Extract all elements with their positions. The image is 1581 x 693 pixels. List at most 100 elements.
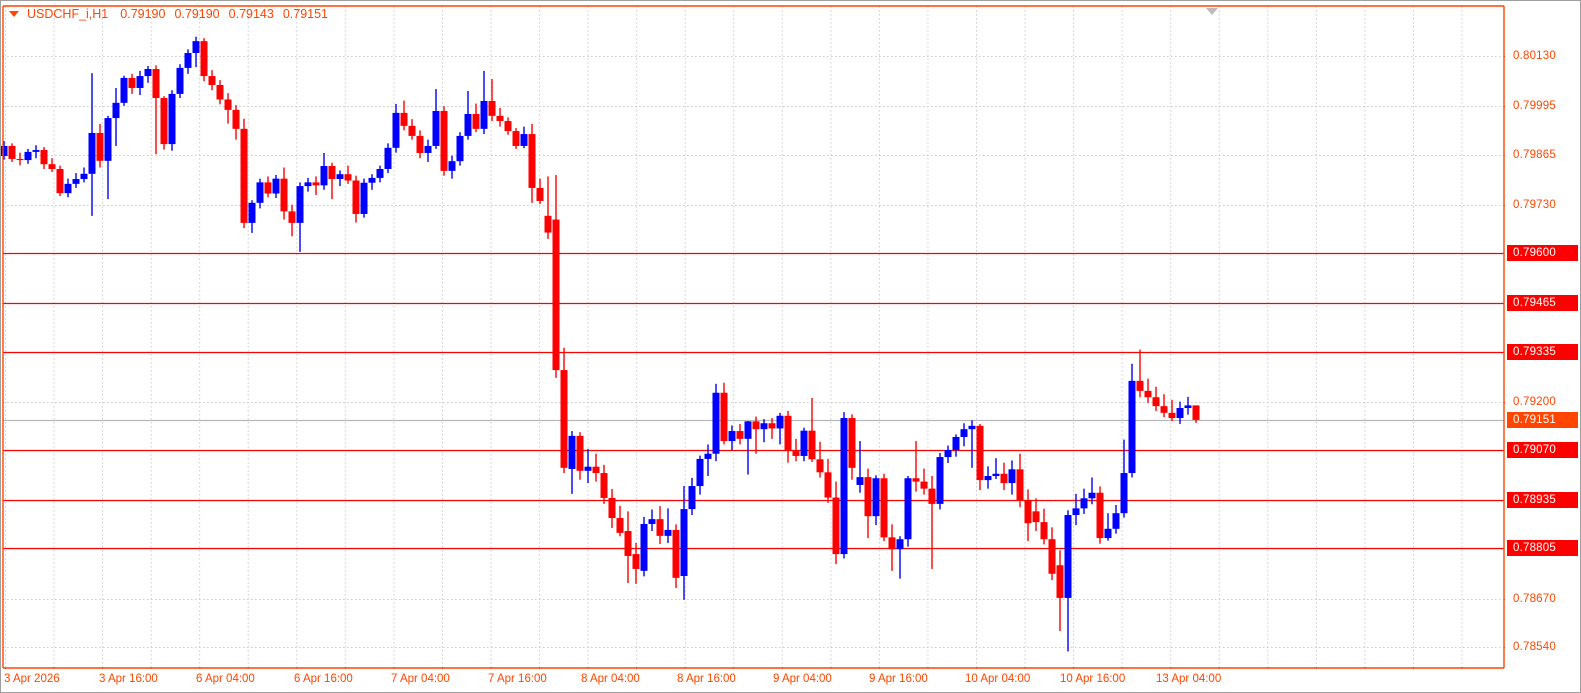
- candle: [384, 143, 392, 174]
- candle: [24, 148, 32, 164]
- candle: [776, 412, 784, 445]
- candle: [848, 414, 856, 480]
- candle: [968, 420, 976, 468]
- time-axis-label: 9 Apr 16:00: [869, 673, 928, 685]
- candle: [664, 508, 672, 543]
- candle: [392, 103, 400, 153]
- candle: [1184, 396, 1192, 415]
- chart-symbol-title: USDCHF_i,H1: [27, 7, 109, 21]
- candle: [1016, 453, 1024, 508]
- candle: [888, 524, 896, 571]
- candle: [192, 36, 200, 68]
- level-price-label: 0.79070: [1507, 442, 1578, 458]
- level-price-label: 0.79465: [1507, 295, 1578, 311]
- candle: [696, 455, 704, 495]
- candle: [216, 80, 224, 105]
- candle: [248, 200, 256, 233]
- candle: [720, 382, 728, 445]
- level-price-label: 0.79600: [1507, 245, 1578, 261]
- time-axis-label: 7 Apr 04:00: [391, 673, 450, 685]
- candle: [552, 174, 560, 378]
- candle: [528, 124, 536, 203]
- candle: [976, 423, 984, 491]
- time-axis[interactable]: 3 Apr 2026 3 Apr 16:00 6 Apr 04:00 6 Apr 16…: [1, 669, 1580, 692]
- price-tick-label: 0.78540: [1513, 641, 1556, 653]
- candle: [792, 438, 800, 462]
- candle: [120, 75, 128, 106]
- candle: [472, 103, 480, 133]
- candle: [496, 108, 504, 127]
- candle: [1176, 401, 1184, 424]
- candle: [440, 106, 448, 176]
- candle: [1040, 508, 1048, 545]
- candle: [320, 153, 328, 190]
- ohlc-low-value: 0.79143: [228, 7, 274, 21]
- price-tick-label: 0.79730: [1513, 199, 1556, 211]
- candle: [1032, 498, 1040, 532]
- ohlc-close-value: 0.79151: [282, 7, 329, 21]
- candle: [480, 70, 488, 135]
- candle: [408, 119, 416, 140]
- candle: [112, 87, 120, 146]
- ohlc-open-value: 0.79190: [120, 7, 166, 21]
- candle: [896, 536, 904, 579]
- chart-shift-icon[interactable]: [1206, 8, 1218, 15]
- candle: [488, 79, 496, 122]
- current-price-label: 0.79151: [1507, 412, 1578, 428]
- candle: [160, 96, 168, 150]
- candle: [1128, 363, 1136, 478]
- candle: [1, 141, 8, 160]
- candle: [600, 464, 608, 504]
- candle: [360, 178, 368, 218]
- candle: [544, 176, 552, 239]
- level-price-label: 0.79335: [1507, 344, 1578, 360]
- candle: [608, 489, 616, 529]
- candle: [584, 448, 592, 484]
- candle: [1152, 386, 1160, 411]
- candle: [1144, 378, 1152, 404]
- candle: [32, 145, 40, 159]
- candle: [1080, 488, 1088, 514]
- candle: [272, 174, 280, 198]
- candle: [1120, 439, 1128, 518]
- candle: [512, 128, 520, 149]
- time-axis-label: 3 Apr 16:00: [99, 673, 158, 685]
- candle: [1048, 527, 1056, 581]
- candle: [536, 178, 544, 204]
- candle: [144, 66, 152, 83]
- candle: [344, 165, 352, 184]
- candle: [56, 165, 64, 197]
- candle: [40, 147, 48, 169]
- candle: [880, 473, 888, 542]
- candle: [760, 419, 768, 443]
- candle: [152, 65, 160, 155]
- candle: [328, 162, 336, 200]
- candle: [736, 423, 744, 445]
- candle: [560, 347, 568, 474]
- candle: [768, 418, 776, 439]
- candle: [808, 397, 816, 462]
- candle: [944, 445, 952, 464]
- candle: [432, 89, 440, 149]
- candle: [168, 90, 176, 151]
- candle: [288, 204, 296, 237]
- time-axis-label: 3 Apr 2026: [4, 673, 60, 685]
- candle: [296, 182, 304, 252]
- candle: [416, 130, 424, 159]
- candle: [448, 155, 456, 179]
- candle: [464, 90, 472, 140]
- candle: [224, 93, 232, 124]
- time-axis-label: 9 Apr 04:00: [773, 673, 832, 685]
- candle: [872, 475, 880, 526]
- candle: [640, 516, 648, 577]
- candle: [704, 444, 712, 477]
- price-axis[interactable]: 0.80130 0.79995 0.79865 0.79730 0.79200 0.786…: [1505, 1, 1580, 669]
- symbol-dropdown-icon[interactable]: [9, 11, 19, 17]
- candle: [312, 176, 320, 196]
- time-axis-label: 8 Apr 04:00: [581, 673, 640, 685]
- time-axis-label: 10 Apr 04:00: [965, 673, 1031, 685]
- candle: [912, 441, 920, 492]
- candle: [576, 432, 584, 480]
- ohlc-high-value: 0.79190: [174, 7, 220, 21]
